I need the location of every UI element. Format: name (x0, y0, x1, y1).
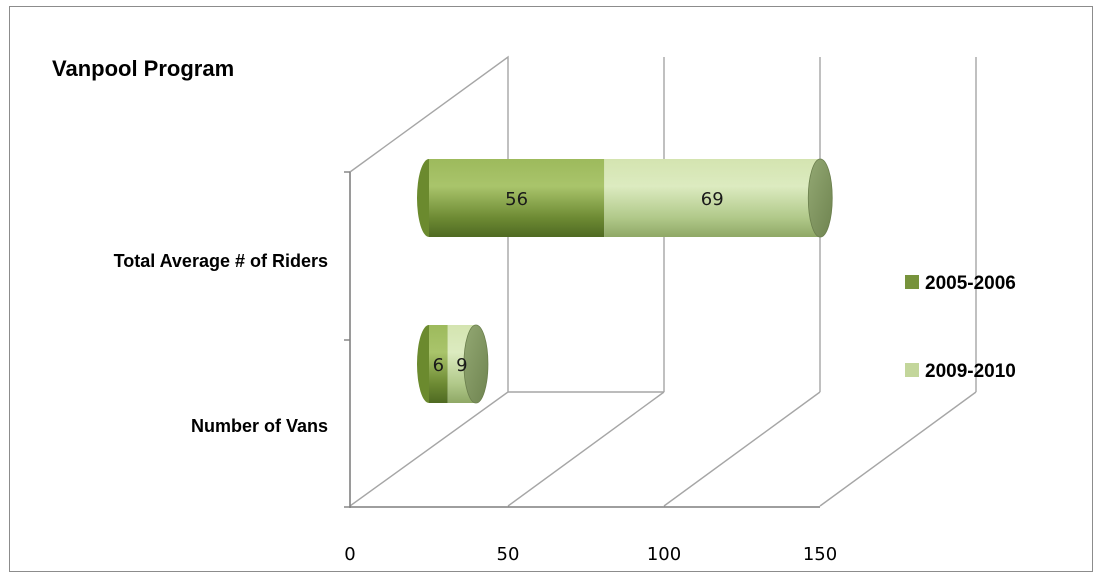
data-label: 69 (701, 189, 724, 210)
legend-label: 2009-2010 (925, 361, 1016, 382)
category-label: Total Average # of Riders (114, 251, 328, 271)
bars: 56 69 6 9 (417, 158, 833, 404)
legend-swatch (905, 275, 919, 289)
category-label: Number of Vans (191, 416, 328, 436)
bar-2005-2006-0 (429, 159, 605, 237)
data-label: 56 (505, 189, 528, 210)
data-label: 9 (456, 355, 467, 376)
category-labels: Total Average # of Riders Number of Vans (114, 251, 328, 436)
legend-label: 2005-2006 (925, 273, 1016, 294)
floor-line-150 (819, 391, 977, 507)
chart-axes (344, 171, 820, 508)
side-wall (349, 55, 509, 508)
x-tick-labels: 0 50 100 150 (344, 544, 837, 565)
floor-line-50 (507, 391, 665, 507)
data-label: 6 (433, 355, 444, 376)
x-tick-label: 0 (344, 544, 355, 565)
bar-end-cap (463, 324, 489, 404)
legend: 2005-2006 2009-2010 (905, 273, 1016, 382)
x-tick-label: 150 (803, 544, 837, 565)
x-tick-label: 50 (497, 544, 520, 565)
bar-end-cap (807, 158, 833, 238)
chart-walls (349, 55, 977, 508)
chart-title: Vanpool Program (52, 56, 234, 81)
x-tick-label: 100 (647, 544, 681, 565)
bar-2005-2006-1 (429, 325, 448, 403)
legend-swatch (905, 363, 919, 377)
floor-line-100 (663, 391, 821, 507)
bar-2009-2010-0 (604, 159, 821, 237)
